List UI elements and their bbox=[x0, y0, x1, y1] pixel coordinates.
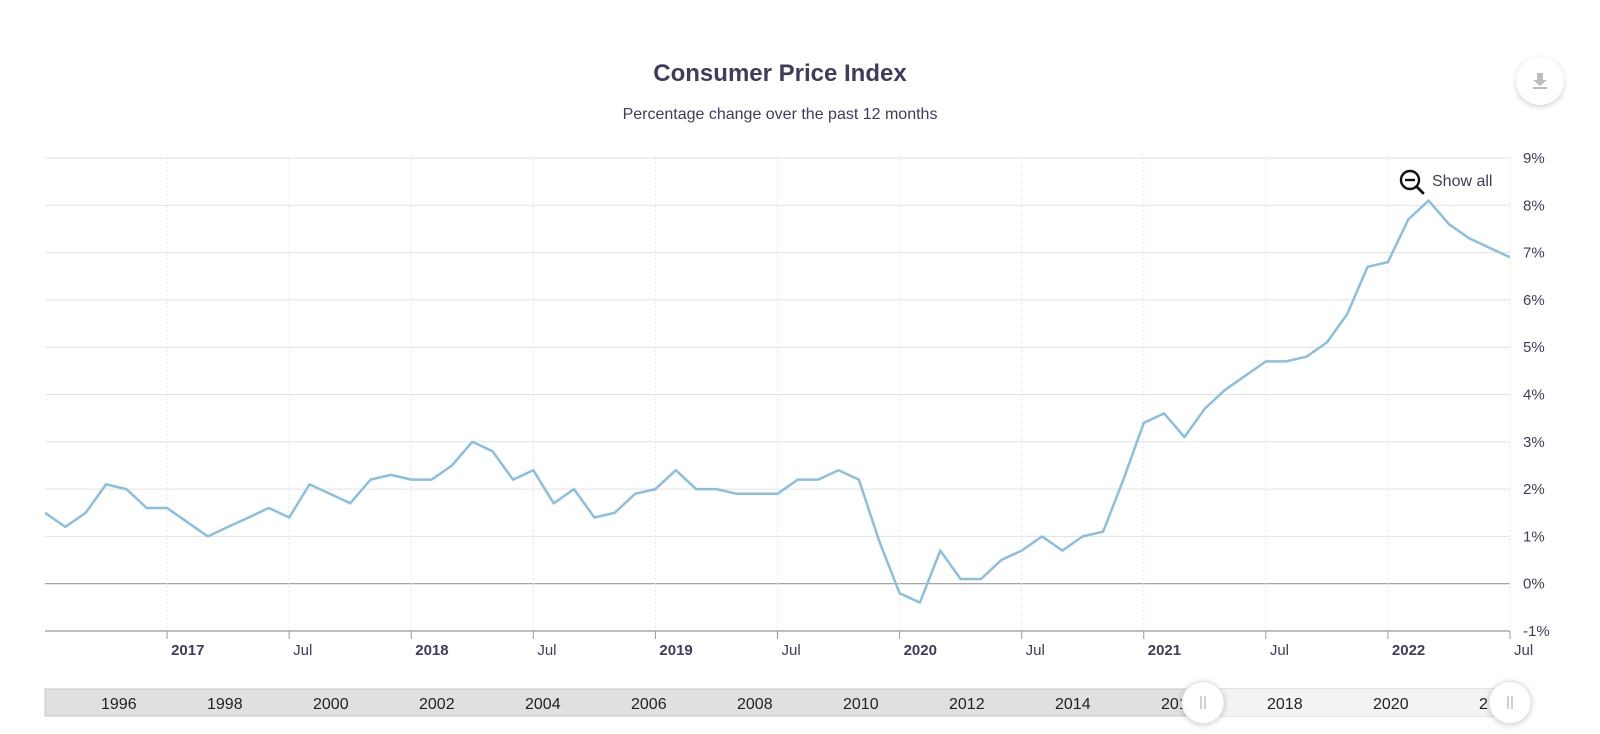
y-tick-label: 5% bbox=[1523, 339, 1545, 356]
x-tick-label: Jul bbox=[782, 642, 801, 659]
navigator-year-label: 2012 bbox=[949, 696, 985, 713]
chart-subtitle: Percentage change over the past 12 month… bbox=[622, 106, 938, 123]
x-tick-label: 2021 bbox=[1148, 642, 1181, 659]
y-tick-label: 8% bbox=[1523, 197, 1545, 214]
x-tick-label: Jul bbox=[293, 642, 312, 659]
show-all-button[interactable]: Show all bbox=[1398, 168, 1492, 196]
y-tick-label: 4% bbox=[1523, 387, 1545, 404]
y-tick-label: 6% bbox=[1523, 292, 1545, 309]
navigator-year-label: 2002 bbox=[419, 696, 455, 713]
download-button[interactable] bbox=[1516, 57, 1564, 105]
y-tick-label: 1% bbox=[1523, 528, 1545, 545]
navigator-year-label: 2006 bbox=[631, 696, 667, 713]
chart-title: Consumer Price Index bbox=[653, 60, 907, 87]
navigator-year-label: 2008 bbox=[737, 696, 773, 713]
y-tick-label: -1% bbox=[1523, 623, 1550, 640]
x-tick-label: Jul bbox=[1026, 642, 1045, 659]
navigator-right-handle[interactable] bbox=[1488, 681, 1532, 724]
x-tick-label: 2018 bbox=[415, 642, 448, 659]
range-navigator[interactable]: 1996 1998 2000 2002 2004 2006 2008 2010 2012 2014… bbox=[44, 681, 1532, 724]
x-tick-label: 2022 bbox=[1392, 642, 1425, 659]
x-tick-label: 2020 bbox=[904, 642, 937, 659]
navigator-year-label: 2014 bbox=[1055, 696, 1091, 713]
navigator-year-label: 2000 bbox=[313, 696, 349, 713]
cpi-series-line[interactable] bbox=[45, 199, 1510, 604]
navigator-selection[interactable] bbox=[1203, 689, 1510, 716]
x-tick-label: Jul bbox=[537, 642, 556, 659]
navigator-year-label: 2010 bbox=[843, 696, 879, 713]
grid bbox=[45, 157, 1511, 632]
navigator-year-label: 1996 bbox=[101, 696, 137, 713]
y-tick-label: 9% bbox=[1523, 150, 1545, 167]
y-tick-label: 3% bbox=[1523, 434, 1545, 451]
axes: -1% 0% 1% 2% 3% 4% 5% 6% 7% 8% 9% 2017 Jul 2018 Jul 201… bbox=[45, 150, 1550, 659]
navigator-year-label: 2022 bbox=[1479, 696, 1515, 713]
y-tick-label: 7% bbox=[1523, 245, 1545, 262]
y-tick-label: 0% bbox=[1523, 576, 1545, 593]
download-icon bbox=[1533, 73, 1547, 89]
x-tick-label: 2019 bbox=[659, 642, 692, 659]
x-tick-label: Jul bbox=[1270, 642, 1289, 659]
y-tick-label: 2% bbox=[1523, 481, 1545, 498]
navigator-year-label: 1998 bbox=[207, 696, 243, 713]
navigator-year-label: 2004 bbox=[525, 696, 561, 713]
show-all-label: Show all bbox=[1432, 173, 1493, 190]
navigator-left-handle[interactable] bbox=[1181, 681, 1225, 724]
navigator-year-label: 2018 bbox=[1267, 696, 1303, 713]
plot-area[interactable] bbox=[45, 199, 1510, 604]
x-tick-label: 2017 bbox=[171, 642, 204, 659]
x-tick-label: Jul bbox=[1514, 642, 1533, 659]
zoom-out-icon bbox=[1399, 169, 1425, 195]
navigator-year-label: 2020 bbox=[1373, 696, 1409, 713]
